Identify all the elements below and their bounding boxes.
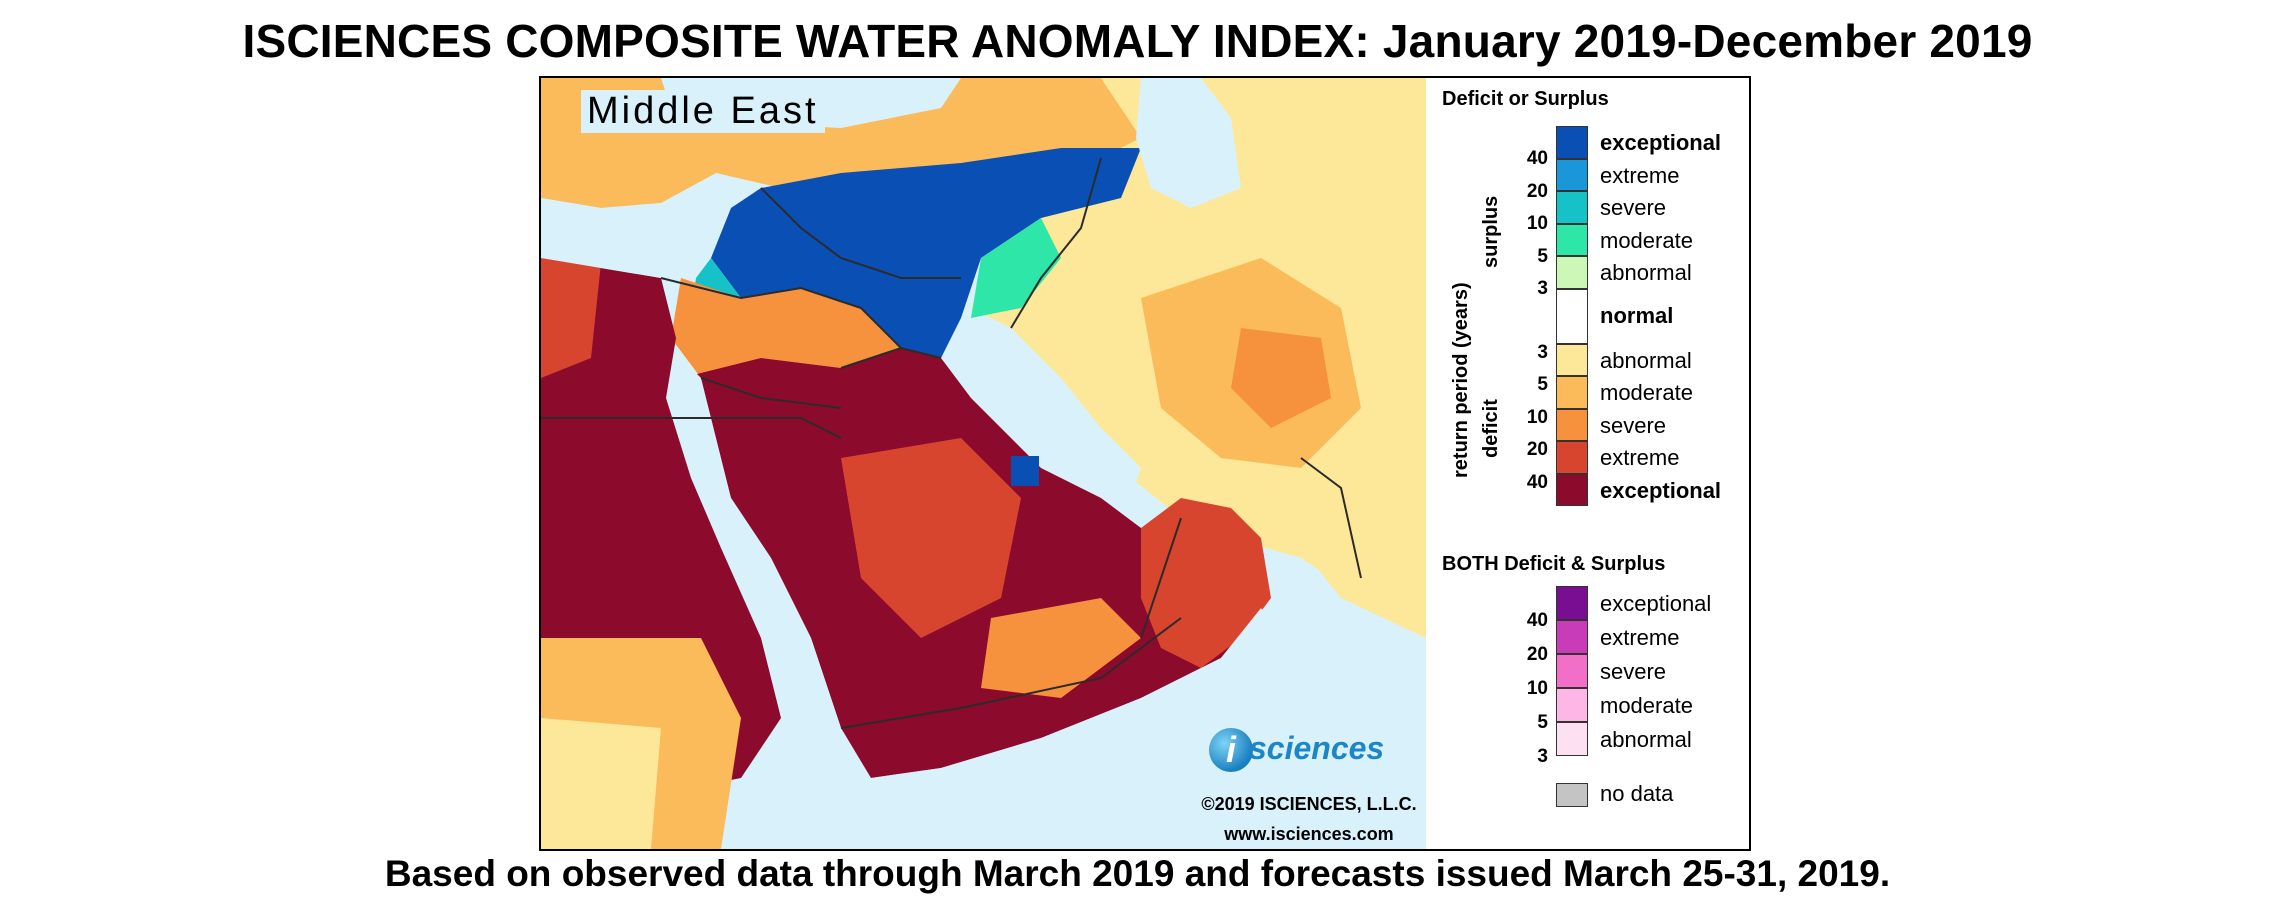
region-label: Middle East (581, 90, 825, 133)
surplus-label-1: extreme (1600, 162, 1680, 188)
deficit-tick-4: 40 (1526, 471, 1548, 493)
deficit-label-2: severe (1600, 412, 1667, 438)
website-text: www.isciences.com (1224, 824, 1394, 844)
legend: Deficit or Surplus return period (years)… (1428, 78, 1748, 849)
both-tick-3: 5 (1537, 712, 1548, 733)
surplus-swatch-2 (1556, 191, 1588, 224)
deficit-tick-3: 20 (1526, 439, 1548, 460)
surplus-tick-3: 5 (1537, 245, 1548, 267)
nodata-label: no data (1600, 781, 1674, 806)
country-borders (541, 157, 1362, 729)
red-sea (666, 348, 861, 783)
deficit-tick-2: 10 (1526, 406, 1548, 428)
legend-section1-title: Deficit or Surplus (1442, 88, 1609, 110)
surplus-swatch-4 (1556, 256, 1588, 289)
surplus-zone (711, 148, 1141, 358)
both-label-2: severe (1600, 659, 1667, 684)
surplus-tick-1: 20 (1526, 180, 1548, 202)
both-tick-4: 3 (1537, 746, 1548, 767)
legend-deficit-label: deficit (1480, 399, 1502, 458)
surplus-swatch-3 (1556, 223, 1588, 256)
both-tick-1: 20 (1526, 644, 1548, 665)
footer-note: Based on observed data through March 201… (384, 853, 1891, 894)
logo-i-icon: i (1209, 728, 1253, 772)
copyright-text: ©2019 ISCIENCES, L.L.C. (1201, 794, 1417, 814)
surplus-label-2: severe (1600, 195, 1667, 220)
logo-text: sciences (1249, 730, 1385, 766)
surplus-swatch-1 (1556, 158, 1588, 191)
oman-surplus-patch (1011, 456, 1039, 486)
persian-gulf (941, 353, 1141, 498)
deficit-swatch-4 (1556, 473, 1588, 506)
nodata-swatch (1556, 783, 1588, 807)
deficit-label-3: extreme (1600, 445, 1680, 470)
both-swatch-2 (1556, 654, 1588, 688)
surplus-label-4: abnormal (1600, 260, 1692, 285)
both-label-1: extreme (1600, 625, 1680, 650)
both-label-4: abnormal (1600, 727, 1692, 752)
map-title: ISCIENCES COMPOSITE WATER ANOMALY INDEX:… (242, 15, 2033, 67)
map-panel: Middle East i sciences ©2019 ISCIENCES, … (541, 78, 1426, 849)
surplus-label-3: moderate (1600, 227, 1693, 253)
surplus-tick-2: 10 (1526, 213, 1548, 235)
both-tick-2: 10 (1526, 678, 1548, 699)
legend-section2-title: BOTH Deficit & Surplus (1442, 553, 1666, 575)
arabia-severe-patch (981, 598, 1141, 698)
caspian-sea (1136, 78, 1241, 208)
both-label-3: moderate (1600, 693, 1693, 718)
surplus-swatch-0 (1556, 126, 1588, 159)
both-tick-0: 40 (1526, 610, 1548, 631)
deficit-label-4: exceptional (1600, 477, 1722, 503)
both-swatch-1 (1556, 620, 1588, 654)
deficit-label-1: moderate (1600, 380, 1693, 405)
mediterranean-sea (541, 198, 691, 278)
deficit-tick-1: 5 (1537, 374, 1548, 395)
both-label-0: exceptional (1600, 591, 1712, 616)
deficit-swatch-1 (1556, 376, 1588, 409)
normal-label: normal (1600, 302, 1674, 328)
deficit-swatch-2 (1556, 408, 1588, 441)
map-canvas (541, 78, 1426, 849)
surplus-moderate-edge (971, 218, 1061, 318)
isciences-logo: i sciences (1209, 728, 1419, 772)
deficit-label-0: abnormal (1600, 347, 1692, 373)
surplus-label-0: exceptional (1600, 130, 1722, 155)
both-swatch-0 (1556, 586, 1588, 620)
deficit-swatch-0 (1556, 343, 1588, 376)
deficit-tick-0: 3 (1537, 341, 1548, 363)
legend-surplus-label: surplus (1480, 195, 1502, 268)
normal-swatch-box (1556, 288, 1588, 344)
surplus-tick-0: 40 (1526, 148, 1548, 170)
egypt-extreme-strip (541, 258, 601, 378)
arabian-sea (871, 608, 1426, 849)
deficit-swatch-3 (1556, 441, 1588, 474)
legend-axis-label: return period (years) (1450, 282, 1472, 478)
surplus-tick-4: 3 (1537, 278, 1548, 300)
both-swatch-3 (1556, 688, 1588, 722)
both-swatch-4 (1556, 722, 1588, 756)
iran-severe-patch (1231, 328, 1331, 428)
arabia-extreme-patch (841, 438, 1021, 638)
sudan-abnormal (541, 718, 661, 849)
land-pakistan (1301, 388, 1426, 638)
